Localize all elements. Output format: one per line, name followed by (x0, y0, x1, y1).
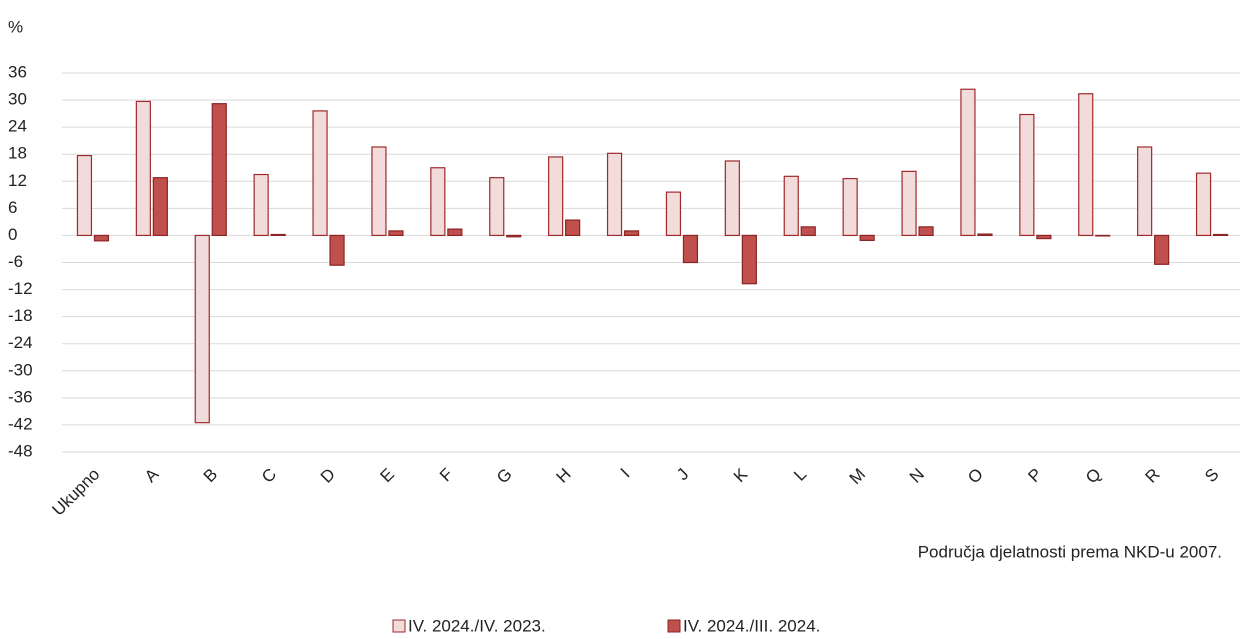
y-tick-label: -6 (8, 252, 23, 271)
x-tick-label: N (906, 465, 928, 487)
x-tick-label: A (141, 464, 163, 486)
bar (371, 146, 387, 237)
bar (152, 177, 168, 237)
bar (783, 175, 799, 237)
x-tick-label: I (617, 465, 634, 482)
y-tick-label: 24 (8, 117, 27, 136)
bar (665, 191, 682, 237)
bar (724, 160, 740, 237)
bar (1154, 234, 1170, 265)
x-tick-label: K (730, 464, 752, 486)
x-tick-label: D (317, 465, 339, 487)
y-tick-label: -48 (8, 441, 33, 460)
x-tick-label: C (258, 465, 280, 487)
bar (565, 219, 581, 237)
bar (918, 226, 934, 237)
bar (489, 177, 505, 237)
y-tick-label: -30 (8, 360, 33, 379)
bar (506, 234, 522, 238)
x-tick-label: O (964, 465, 987, 488)
bar (1137, 146, 1153, 237)
x-tick-label: E (376, 465, 397, 486)
legend-label: IV. 2024./IV. 2023. (408, 616, 546, 635)
x-axis-title: Područja djelatnosti prema NKD-u 2007. (918, 542, 1222, 561)
y-tick-label: -12 (8, 279, 33, 298)
bar (388, 230, 404, 237)
x-tick-label: J (673, 465, 692, 484)
bar (548, 156, 564, 237)
y-tick-label: 36 (8, 62, 27, 81)
bar (623, 230, 640, 237)
bar (270, 233, 286, 237)
bar (253, 173, 269, 237)
y-tick-label: -18 (8, 306, 33, 325)
bar (430, 167, 446, 237)
bar (135, 100, 151, 237)
bar (211, 103, 227, 237)
bar (682, 234, 699, 264)
bar (960, 88, 976, 237)
bar (1195, 172, 1212, 237)
x-tick-label: P (1024, 465, 1045, 486)
x-tick-label: Ukupno (49, 465, 104, 520)
x-tick-label: F (436, 465, 457, 486)
bar (800, 226, 816, 237)
bar (606, 152, 623, 237)
y-tick-label: -36 (8, 387, 33, 406)
x-tick-label: H (553, 465, 575, 487)
y-tick-label: 6 (8, 198, 17, 217)
x-tick-label: Q (1082, 465, 1105, 488)
x-tick-label: B (200, 465, 221, 486)
y-tick-label: -42 (8, 414, 33, 433)
legend-label: IV. 2024./III. 2024. (683, 616, 820, 635)
bar (977, 233, 993, 237)
y-tick-label: 18 (8, 144, 27, 163)
x-tick-label: R (1142, 465, 1164, 487)
legend-swatch (667, 619, 681, 633)
y-tick-label: 12 (8, 171, 27, 190)
y-axis-title: % (8, 17, 23, 36)
y-tick-label: 30 (8, 90, 27, 109)
x-tick-label: M (846, 465, 869, 488)
x-tick-label: L (790, 465, 810, 485)
bar (842, 177, 858, 237)
bar (1036, 234, 1052, 240)
bar (741, 234, 757, 285)
bar (901, 170, 917, 237)
legend-swatch (392, 619, 406, 633)
bar (1212, 233, 1229, 237)
bar (76, 154, 93, 237)
x-tick-label: G (493, 465, 516, 488)
bar (447, 228, 463, 237)
bar (859, 234, 875, 241)
bar (1078, 93, 1094, 237)
bar (1019, 113, 1035, 237)
y-tick-label: -24 (8, 333, 33, 352)
bar (312, 110, 328, 237)
bar (194, 234, 210, 424)
bar (329, 234, 345, 266)
x-tick-label: S (1201, 465, 1222, 486)
y-tick-label: 0 (8, 225, 17, 244)
bar (93, 234, 110, 242)
bar (1095, 234, 1111, 237)
